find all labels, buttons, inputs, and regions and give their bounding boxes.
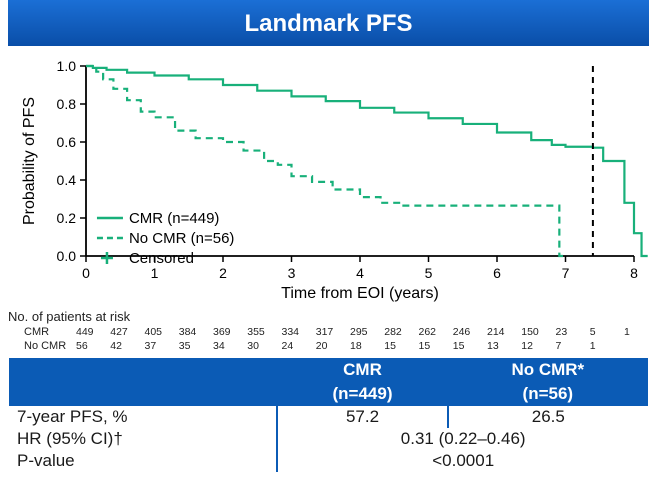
svg-text:6: 6 <box>493 265 501 281</box>
svg-text:Time from EOI (years): Time from EOI (years) <box>281 285 439 302</box>
stats-row-label: 7-year PFS, % <box>9 406 277 428</box>
stats-row-label: HR (95% CI)† <box>9 428 277 450</box>
svg-text:7: 7 <box>562 265 570 281</box>
km-svg: 0.0 0.2 0.4 0.6 0.8 1.0 0 1 2 3 4 5 6 7 8 Time from EOI… <box>8 52 648 302</box>
title-bar: Landmark PFS <box>8 0 649 46</box>
svg-text:8: 8 <box>630 265 638 281</box>
svg-text:3: 3 <box>288 265 296 281</box>
km-chart: 0.0 0.2 0.4 0.6 0.8 1.0 0 1 2 3 4 5 6 7 8 Time from EOI… <box>8 52 649 307</box>
stats-row-label: P-value <box>9 450 277 472</box>
svg-text:1.0: 1.0 <box>57 58 77 74</box>
svg-text:0.2: 0.2 <box>57 210 77 226</box>
svg-text:No CMR (n=56): No CMR (n=56) <box>129 230 234 247</box>
svg-text:4: 4 <box>356 265 364 281</box>
risk-table: No. of patients at risk CMR4494274053843… <box>8 309 649 354</box>
svg-text:2: 2 <box>219 265 227 281</box>
svg-text:0.8: 0.8 <box>57 96 77 112</box>
svg-text:Censored: Censored <box>129 250 194 267</box>
svg-text:Probability of PFS: Probability of PFS <box>21 97 38 225</box>
svg-text:5: 5 <box>425 265 433 281</box>
svg-text:CMR (n=449): CMR (n=449) <box>129 210 219 227</box>
svg-text:0.4: 0.4 <box>57 172 77 188</box>
svg-text:1: 1 <box>151 265 159 281</box>
svg-text:0.6: 0.6 <box>57 134 77 150</box>
stats-table: CMRNo CMR*(n=449)(n=56) 7-year PFS, %57.… <box>9 358 648 472</box>
svg-text:0: 0 <box>82 265 90 281</box>
svg-text:0.0: 0.0 <box>57 248 77 264</box>
risk-row: No CMR564237353430242018151515131271 <box>8 340 649 354</box>
risk-row: CMR4494274053843693553343172952822622462… <box>8 326 649 340</box>
risk-title: No. of patients at risk <box>8 309 649 324</box>
